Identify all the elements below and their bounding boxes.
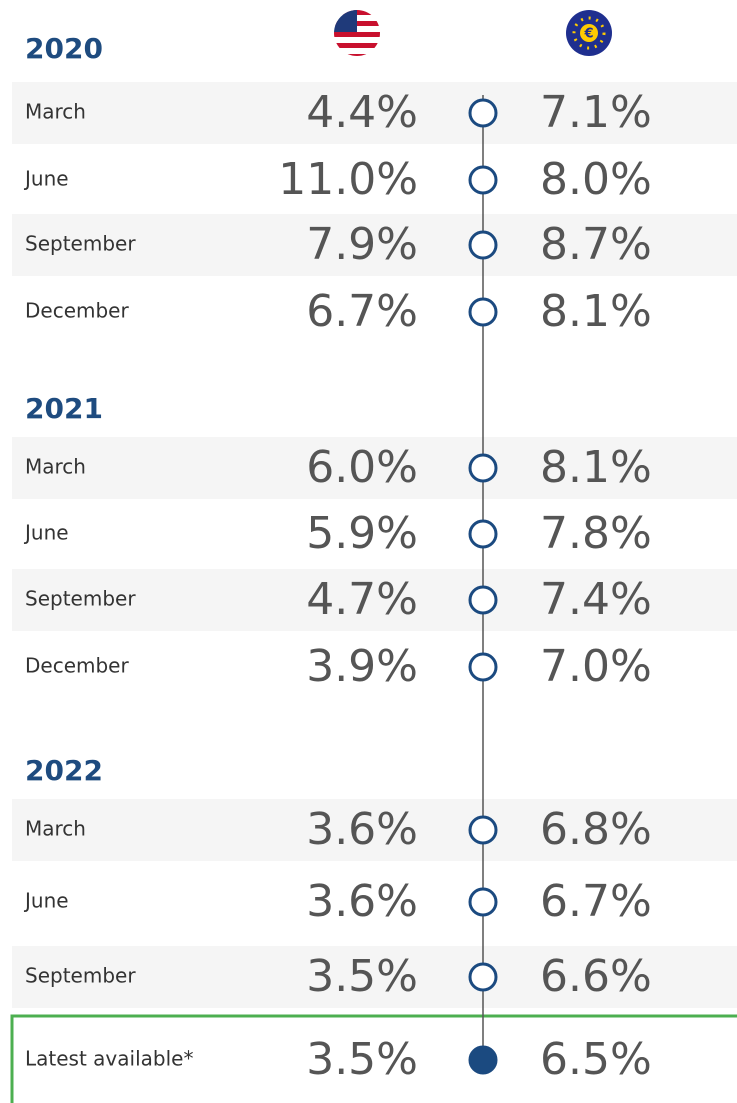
row-background	[12, 799, 737, 861]
row-label: March	[25, 100, 86, 124]
latest-highlight-box	[10, 1014, 737, 1103]
eu-value: 6.8%	[540, 804, 652, 855]
timeline-dot	[468, 165, 498, 195]
eu-value: 6.6%	[540, 951, 652, 1002]
us-value: 6.0%	[306, 442, 418, 493]
us-value: 4.7%	[306, 574, 418, 625]
timeline-dot	[468, 98, 498, 128]
us-value: 3.6%	[306, 804, 418, 855]
eu-flag: €	[566, 10, 612, 56]
year-heading: 2022	[25, 754, 103, 787]
timeline-dot	[468, 815, 498, 845]
row-label: December	[25, 299, 129, 323]
row-background	[12, 946, 737, 1008]
row-label: June	[23, 521, 69, 545]
eu-value: 6.5%	[540, 1034, 652, 1085]
row-label: September	[25, 232, 136, 256]
timeline-dot-filled	[468, 1045, 498, 1075]
row-background	[12, 437, 737, 499]
timeline-dot	[468, 962, 498, 992]
timeline-dot	[468, 453, 498, 483]
eu-value: 8.1%	[540, 442, 652, 493]
us-value: 6.7%	[306, 286, 418, 337]
us-value: 3.9%	[306, 641, 418, 692]
row-label: June	[23, 889, 69, 913]
timeline-dot	[468, 585, 498, 615]
row-label: September	[25, 587, 136, 611]
us-value: 5.9%	[306, 508, 418, 559]
timeline-dot	[468, 297, 498, 327]
us-value: 11.0%	[278, 154, 418, 205]
eu-value: 8.7%	[540, 219, 652, 270]
eu-value: 6.7%	[540, 876, 652, 927]
eu-value: 7.1%	[540, 87, 652, 138]
timeline-dot	[468, 519, 498, 549]
row-background	[12, 82, 737, 144]
year-heading: 2021	[25, 392, 103, 425]
eu-value: 7.0%	[540, 641, 652, 692]
year-heading: 2020	[25, 32, 103, 65]
us-value: 3.5%	[306, 951, 418, 1002]
svg-text:€: €	[583, 27, 593, 42]
row-label: December	[25, 654, 129, 678]
row-background	[12, 569, 737, 631]
us-value: 3.5%	[306, 1034, 418, 1085]
eu-value: 8.1%	[540, 286, 652, 337]
eu-value: 8.0%	[540, 154, 652, 205]
row-label: June	[23, 167, 69, 191]
us-flag	[334, 10, 380, 56]
row-label: Latest available*	[25, 1047, 193, 1071]
row-label: March	[25, 455, 86, 479]
eu-value: 7.4%	[540, 574, 652, 625]
row-background	[12, 214, 737, 276]
timeline-dot	[468, 887, 498, 917]
timeline-dot	[468, 230, 498, 260]
us-value: 7.9%	[306, 219, 418, 270]
us-value: 4.4%	[306, 87, 418, 138]
timeline-dot	[468, 652, 498, 682]
eu-value: 7.8%	[540, 508, 652, 559]
row-label: March	[25, 817, 86, 841]
us-value: 3.6%	[306, 876, 418, 927]
row-label: September	[25, 964, 136, 988]
